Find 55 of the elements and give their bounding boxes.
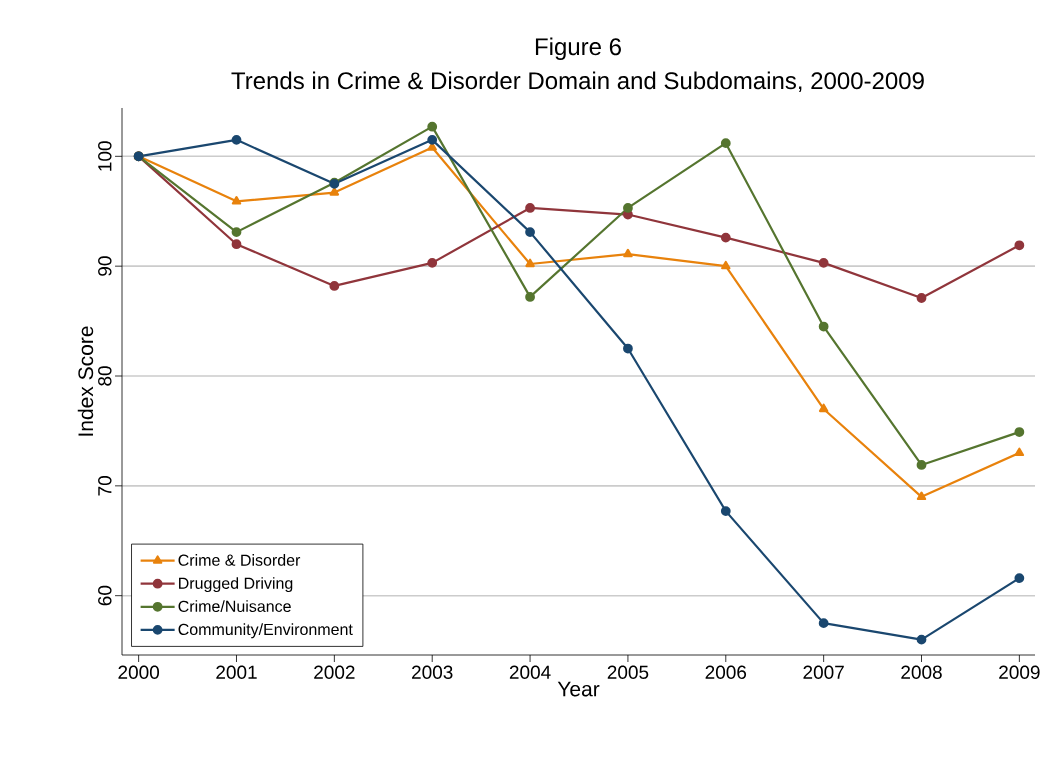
- y-tick-label: 90: [98, 256, 112, 276]
- x-tick-label: 2002: [314, 665, 355, 679]
- chart-title: Figure 6: [535, 37, 621, 60]
- x-tick-label: 2001: [216, 665, 257, 679]
- y-tick-label: 100: [98, 141, 112, 171]
- point: [231, 134, 242, 145]
- x-tick-label: 2004: [509, 665, 551, 679]
- x-tick-label: 2005: [607, 665, 649, 679]
- y-tick-label: 60: [98, 585, 112, 606]
- point: [329, 281, 340, 291]
- point: [329, 187, 340, 196]
- legend-label: Drugged Driving: [179, 577, 293, 593]
- point: [721, 260, 731, 270]
- legend-label: Crime/Nuisance: [178, 600, 291, 612]
- x-tick-label: 2008: [901, 665, 942, 679]
- y-tick-label: 70: [98, 476, 112, 496]
- chart-subtitle: Trends in Crime & Disorder Domain and Subdomains, 2000-2009: [231, 71, 924, 93]
- point: [1014, 573, 1025, 584]
- point: [525, 292, 535, 302]
- point: [525, 227, 535, 238]
- point: [818, 403, 829, 413]
- point: [818, 321, 829, 332]
- point: [720, 232, 731, 243]
- point: [231, 239, 242, 250]
- y-axis-title: Index Score: [77, 326, 94, 436]
- point: [623, 203, 633, 213]
- point: [916, 460, 927, 470]
- x-axis-title: Year: [557, 681, 600, 697]
- point: [818, 257, 829, 268]
- point: [427, 134, 438, 145]
- x-tick-label: 2007: [803, 665, 844, 679]
- point: [916, 293, 927, 303]
- legend-label: Community/Environment: [178, 623, 353, 639]
- point: [231, 227, 242, 238]
- x-tick-label: 2003: [412, 665, 453, 679]
- point: [525, 258, 535, 268]
- point: [427, 121, 438, 132]
- x-tick-label: 2009: [999, 665, 1040, 679]
- point: [1014, 427, 1025, 437]
- x-tick-label: 2006: [705, 665, 747, 679]
- point: [623, 343, 633, 354]
- point: [720, 506, 731, 517]
- legend-label: Crime & Disorder: [178, 554, 301, 566]
- point: [1014, 447, 1025, 457]
- point: [720, 138, 731, 149]
- point: [231, 196, 242, 205]
- point: [818, 618, 829, 629]
- point: [1014, 240, 1025, 251]
- point: [916, 634, 927, 645]
- point: [623, 248, 633, 258]
- point: [525, 203, 535, 213]
- y-tick-label: 80: [98, 366, 112, 386]
- point: [427, 257, 438, 268]
- point: [916, 491, 927, 501]
- x-tick-label: 2000: [118, 665, 160, 679]
